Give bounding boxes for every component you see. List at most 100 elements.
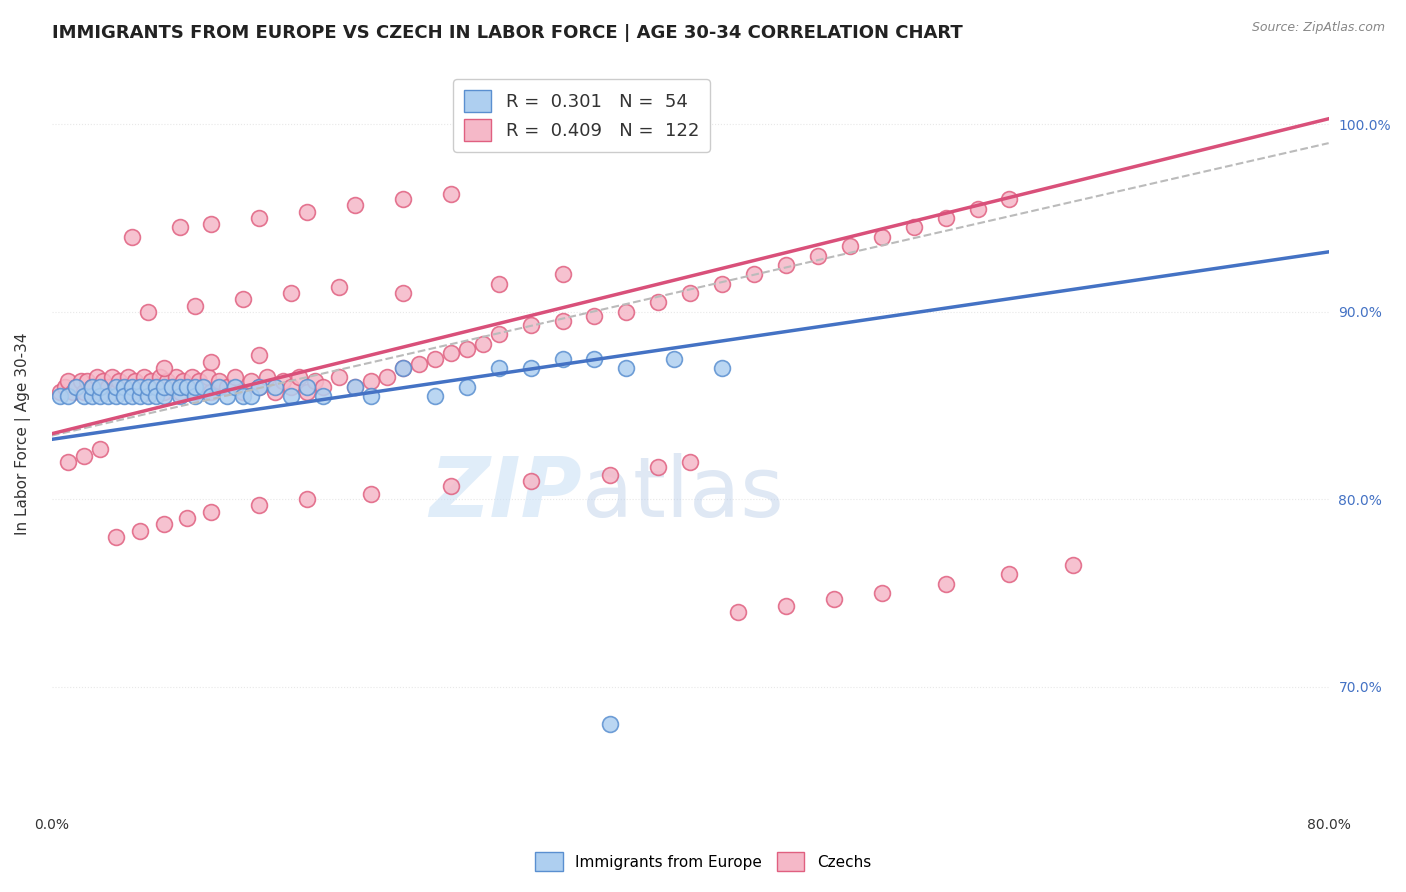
Point — [176, 511, 198, 525]
Point — [149, 370, 172, 384]
Point — [440, 186, 463, 201]
Point — [775, 599, 797, 614]
Point — [775, 258, 797, 272]
Point — [247, 498, 270, 512]
Point — [232, 385, 254, 400]
Point — [145, 380, 167, 394]
Point — [224, 370, 246, 384]
Point — [69, 374, 91, 388]
Point — [65, 380, 87, 394]
Point — [184, 380, 207, 394]
Point — [104, 389, 127, 403]
Point — [208, 380, 231, 394]
Point — [152, 361, 174, 376]
Point — [89, 380, 111, 394]
Point — [172, 374, 194, 388]
Point — [73, 449, 96, 463]
Point — [247, 380, 270, 394]
Point — [870, 586, 893, 600]
Point — [124, 374, 146, 388]
Point — [264, 385, 287, 400]
Point — [160, 380, 183, 394]
Point — [823, 591, 845, 606]
Point — [807, 249, 830, 263]
Point — [128, 389, 150, 403]
Text: Source: ZipAtlas.com: Source: ZipAtlas.com — [1251, 21, 1385, 34]
Point — [169, 385, 191, 400]
Text: ZIP: ZIP — [429, 453, 582, 534]
Point — [121, 389, 143, 403]
Point — [998, 193, 1021, 207]
Point — [903, 220, 925, 235]
Point — [136, 385, 159, 400]
Point — [616, 361, 638, 376]
Point — [232, 389, 254, 403]
Point — [56, 455, 79, 469]
Point — [76, 374, 98, 388]
Point — [295, 492, 318, 507]
Point — [247, 211, 270, 226]
Point — [280, 380, 302, 394]
Point — [488, 327, 510, 342]
Point — [679, 286, 702, 301]
Point — [73, 385, 96, 400]
Point — [152, 389, 174, 403]
Point — [647, 460, 669, 475]
Point — [117, 370, 139, 384]
Point — [256, 370, 278, 384]
Point — [328, 280, 350, 294]
Point — [240, 389, 263, 403]
Point — [139, 374, 162, 388]
Point — [519, 474, 541, 488]
Point — [184, 299, 207, 313]
Point — [344, 380, 367, 394]
Point — [73, 389, 96, 403]
Point — [998, 567, 1021, 582]
Point — [583, 351, 606, 366]
Point — [456, 380, 478, 394]
Point — [65, 380, 87, 394]
Point — [935, 576, 957, 591]
Point — [89, 385, 111, 400]
Point — [200, 385, 222, 400]
Point — [187, 374, 209, 388]
Point — [360, 389, 382, 403]
Text: atlas: atlas — [582, 453, 783, 534]
Point — [200, 389, 222, 403]
Point — [89, 442, 111, 456]
Point — [97, 380, 120, 394]
Point — [128, 524, 150, 539]
Point — [679, 455, 702, 469]
Point — [136, 389, 159, 403]
Legend: Immigrants from Europe, Czechs: Immigrants from Europe, Czechs — [529, 847, 877, 877]
Point — [165, 370, 187, 384]
Point — [551, 268, 574, 282]
Point — [471, 336, 494, 351]
Point — [184, 389, 207, 403]
Point — [551, 314, 574, 328]
Point — [247, 380, 270, 394]
Text: IMMIGRANTS FROM EUROPE VS CZECH IN LABOR FORCE | AGE 30-34 CORRELATION CHART: IMMIGRANTS FROM EUROPE VS CZECH IN LABOR… — [52, 24, 963, 42]
Point — [711, 277, 734, 291]
Point — [208, 374, 231, 388]
Point — [169, 380, 191, 394]
Point — [423, 351, 446, 366]
Point — [128, 380, 150, 394]
Point — [295, 380, 318, 394]
Point — [200, 506, 222, 520]
Point — [599, 467, 621, 482]
Point — [583, 309, 606, 323]
Point — [134, 370, 156, 384]
Point — [344, 198, 367, 212]
Point — [727, 605, 749, 619]
Point — [647, 295, 669, 310]
Point — [97, 389, 120, 403]
Point — [89, 389, 111, 403]
Point — [152, 516, 174, 531]
Point — [104, 380, 127, 394]
Point — [217, 389, 239, 403]
Point — [742, 268, 765, 282]
Point — [121, 230, 143, 244]
Point — [80, 380, 103, 394]
Point — [392, 361, 415, 376]
